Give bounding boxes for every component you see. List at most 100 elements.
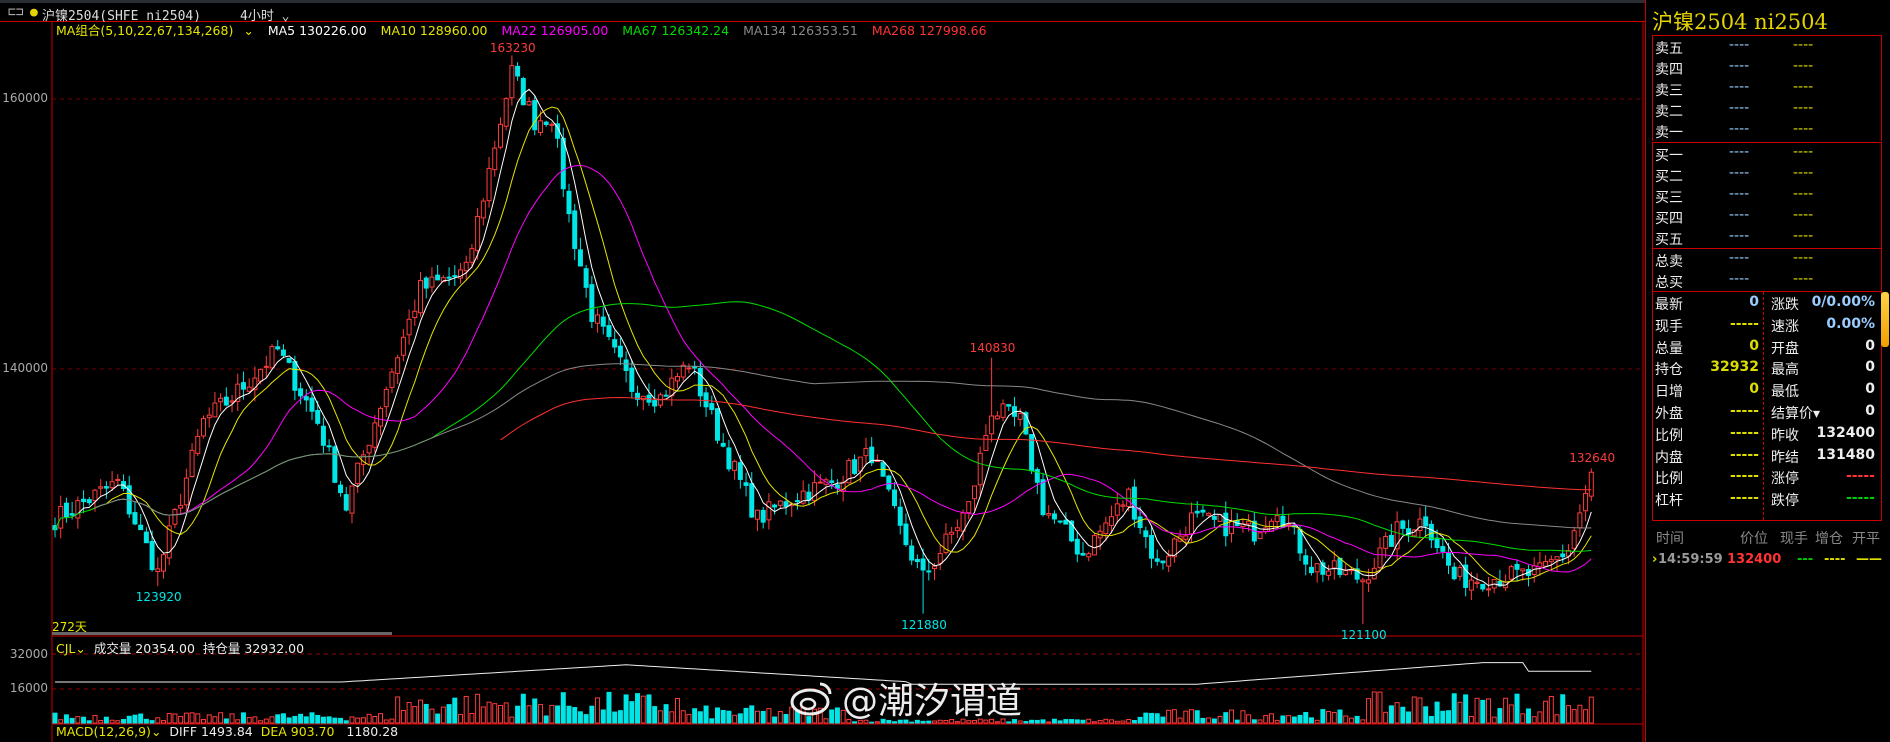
- candle-up: [109, 481, 115, 489]
- candle-down: [606, 325, 612, 337]
- quote-label: 速涨: [1771, 318, 1799, 335]
- volume-bar: [537, 704, 543, 724]
- volume-bar: [1560, 694, 1566, 724]
- volume-bar: [1149, 712, 1155, 724]
- candle-up: [1588, 471, 1594, 497]
- volume-bar: [686, 713, 692, 724]
- candle-down: [1051, 513, 1057, 520]
- volume-bar: [1446, 710, 1452, 724]
- candle-down: [926, 570, 932, 573]
- candle-up: [1046, 513, 1052, 516]
- candle-up: [863, 447, 869, 457]
- kline-chart[interactable]: [0, 0, 1645, 742]
- volume-indicator-selector[interactable]: CJL⌄: [56, 641, 86, 656]
- volume-bar: [1006, 721, 1012, 724]
- volume-bar: [1286, 715, 1292, 724]
- volume-bar: [714, 707, 720, 724]
- candle-up: [937, 552, 943, 564]
- candle-down: [1303, 555, 1309, 565]
- volume-bar: [1468, 716, 1474, 724]
- candle-up: [1554, 556, 1560, 561]
- volume-bar: [1246, 714, 1252, 724]
- candle-down: [920, 558, 926, 571]
- candle-up: [1103, 522, 1109, 535]
- volume-bar: [423, 703, 429, 724]
- volume-bar: [526, 705, 532, 724]
- volume-bar: [1440, 710, 1446, 724]
- candle-up: [161, 554, 167, 572]
- macd-indicator-selector[interactable]: MACD(12,26,9)⌄: [56, 724, 162, 739]
- volume-bar: [1029, 719, 1035, 724]
- candle-down: [298, 388, 304, 397]
- volume-bar: [652, 706, 658, 724]
- ma134-line: [94, 363, 1592, 529]
- volume-bar: [406, 701, 412, 724]
- panel-scrollbar[interactable]: [1881, 292, 1889, 347]
- volume-bar: [1268, 713, 1274, 724]
- volume-bar: [1023, 721, 1029, 724]
- volume-bar: [212, 716, 218, 724]
- volume-bar: [772, 716, 778, 724]
- volume-bar: [206, 714, 212, 724]
- volume-bar: [435, 713, 441, 724]
- volume-bar: [966, 720, 972, 724]
- volume-bar: [378, 713, 384, 724]
- volume-bar: [269, 716, 275, 724]
- candle-up: [412, 310, 418, 319]
- volume-bar: [320, 716, 326, 724]
- totals-book: 总卖 ---- ---- 总买 ---- ----: [1652, 248, 1882, 292]
- candle-down: [1074, 538, 1080, 555]
- status-dot-icon: ●: [30, 5, 38, 20]
- volume-bar: [1320, 709, 1326, 724]
- tick-type: ——: [1856, 552, 1882, 567]
- volume-bar: [218, 712, 224, 724]
- candle-down: [589, 284, 595, 322]
- candle-up: [766, 501, 772, 521]
- volume-bar: [1154, 713, 1160, 724]
- volume-bar: [1274, 719, 1280, 724]
- ma-group-selector[interactable]: MA组合(5,10,22,67,134,268) ⌄: [56, 23, 254, 38]
- quote-row: 比例 ----- 昨收 132400: [1653, 423, 1881, 445]
- candle-down: [794, 500, 800, 503]
- candle-up: [1257, 532, 1263, 540]
- volume-bar: [977, 718, 983, 724]
- volume-bar: [954, 721, 960, 724]
- candle-down: [749, 483, 755, 518]
- volume-bar: [275, 714, 281, 724]
- quote-label: 开盘: [1771, 340, 1799, 357]
- candle-down: [697, 367, 703, 397]
- book-row-volume: ----: [1793, 207, 1814, 223]
- candle-up: [349, 485, 355, 514]
- volume-bar: [172, 713, 178, 724]
- period-selector[interactable]: 4小时 ⌄: [240, 9, 290, 24]
- candle-down: [692, 366, 698, 369]
- volume-bar: [280, 713, 286, 724]
- volume-bar: [1400, 706, 1406, 724]
- candle-up: [400, 336, 406, 356]
- candle-up: [235, 383, 241, 402]
- candle-up: [1086, 553, 1092, 558]
- candle-down: [1480, 583, 1486, 590]
- book-row-price: ----: [1729, 228, 1750, 244]
- book-row-label: 卖四: [1655, 62, 1683, 78]
- candle-down: [772, 504, 778, 508]
- volume-bar: [657, 710, 663, 724]
- candle-up: [949, 531, 955, 535]
- candle-down: [286, 357, 292, 363]
- volume-bar: [874, 721, 880, 724]
- book-row-bids: 买三 ---- ----: [1653, 185, 1881, 206]
- candle-up: [1120, 504, 1126, 507]
- candle-up: [954, 527, 960, 532]
- volume-bar: [834, 707, 840, 724]
- volume-bar: [1097, 720, 1103, 724]
- quote-label: 跌停: [1771, 493, 1799, 510]
- link-icon[interactable]: ⊏⊐: [8, 5, 24, 20]
- candle-down: [292, 361, 298, 391]
- volume-bar: [926, 720, 932, 724]
- ticks-col-price: 价位: [1740, 531, 1768, 547]
- candle-down: [560, 137, 566, 190]
- candle-up: [754, 509, 760, 520]
- candle-down: [652, 400, 658, 407]
- volume-bar: [235, 719, 241, 724]
- candle-down: [737, 462, 743, 480]
